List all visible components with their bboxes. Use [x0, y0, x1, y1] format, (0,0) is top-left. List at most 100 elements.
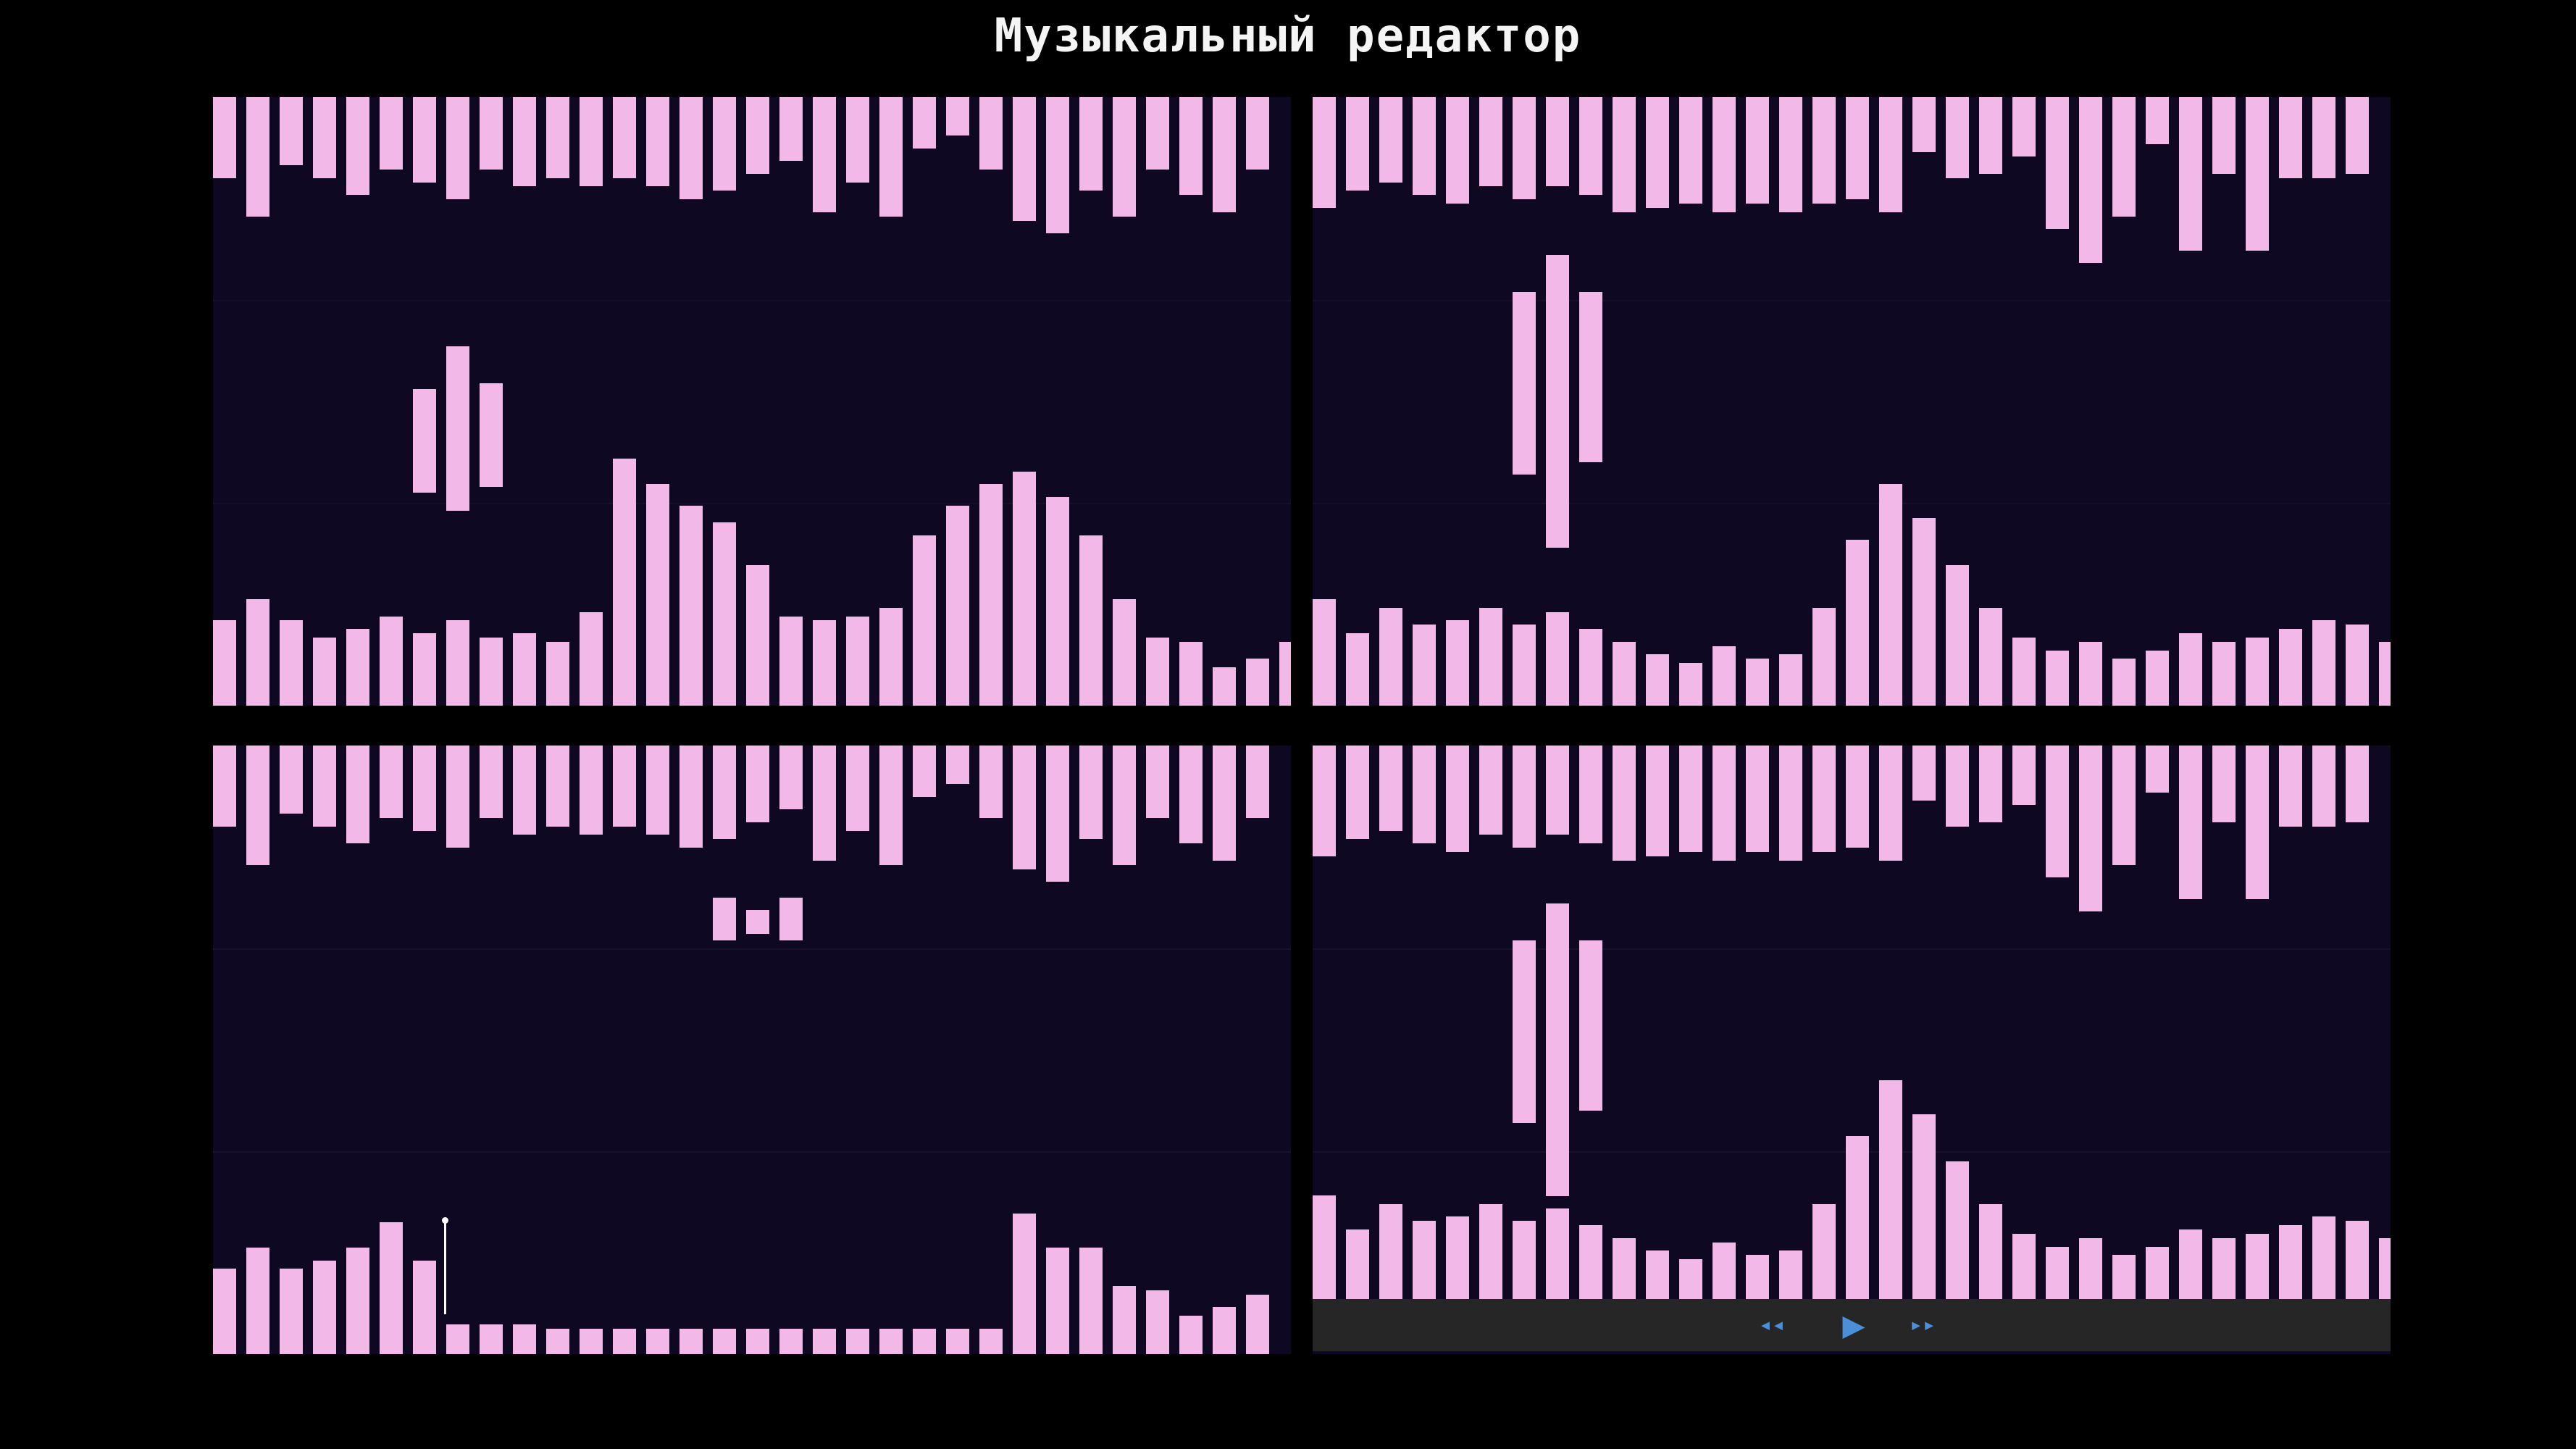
note-bar-mid[interactable]	[746, 909, 769, 935]
note-bar-top[interactable]	[1613, 746, 1636, 861]
note-bar-top[interactable]	[879, 97, 903, 217]
note-bar-top[interactable]	[1213, 97, 1236, 212]
note-bar-bottom[interactable]	[313, 1260, 336, 1354]
note-bar-bottom[interactable]	[1013, 1213, 1036, 1354]
note-bar-bottom[interactable]	[2246, 1233, 2269, 1302]
note-bar-top[interactable]	[2046, 97, 2069, 230]
note-bar-mid[interactable]	[413, 389, 436, 493]
note-bar-bottom[interactable]	[1313, 1195, 1336, 1302]
play-button[interactable]: ▶	[1828, 1305, 1879, 1345]
note-bar-top[interactable]	[2079, 97, 2102, 264]
note-bar-top[interactable]	[779, 746, 803, 810]
note-bar-top[interactable]	[1046, 97, 1069, 234]
note-bar-top[interactable]	[1646, 97, 1669, 208]
note-bar-top[interactable]	[913, 97, 936, 149]
note-bar-bottom[interactable]	[346, 629, 369, 706]
note-bar-top[interactable]	[546, 746, 569, 827]
note-bar-top[interactable]	[1346, 97, 1369, 191]
note-bar-top[interactable]	[1579, 746, 1602, 844]
note-bar-top[interactable]	[2346, 746, 2369, 822]
note-bar-top[interactable]	[2179, 746, 2202, 899]
note-bar-bottom[interactable]	[2179, 633, 2202, 706]
note-bar-top[interactable]	[313, 746, 336, 827]
note-bar-top[interactable]	[380, 746, 403, 818]
note-bar-top[interactable]	[1379, 746, 1402, 831]
note-bar-top[interactable]	[1213, 746, 1236, 861]
note-bar-bottom[interactable]	[1812, 1203, 1836, 1302]
note-bar-top[interactable]	[1146, 746, 1169, 818]
note-bar-bottom[interactable]	[746, 564, 769, 706]
note-bar-bottom[interactable]	[446, 1324, 469, 1354]
pattern-panel-1[interactable]	[213, 97, 1291, 706]
note-bar-top[interactable]	[1513, 746, 1536, 848]
note-bar-top[interactable]	[2312, 746, 2335, 827]
note-bar-top[interactable]	[979, 746, 1003, 818]
note-bar-bottom[interactable]	[1579, 629, 1602, 706]
note-bar-bottom[interactable]	[1513, 625, 1536, 706]
note-bar-top[interactable]	[946, 97, 969, 135]
note-bar-bottom[interactable]	[2079, 641, 2102, 706]
note-bar-bottom[interactable]	[679, 505, 703, 706]
note-bar-bottom[interactable]	[1746, 659, 1769, 706]
note-bar-bottom[interactable]	[546, 1328, 569, 1354]
note-bar-top[interactable]	[580, 97, 603, 187]
playhead-line[interactable]	[444, 1220, 446, 1314]
note-bar-bottom[interactable]	[380, 1222, 403, 1354]
note-bar-top[interactable]	[1079, 746, 1103, 840]
note-bar-bottom[interactable]	[1446, 620, 1469, 706]
note-bar-top[interactable]	[1812, 746, 1836, 852]
note-bar-top[interactable]	[246, 746, 269, 865]
note-bar-bottom[interactable]	[979, 1328, 1003, 1354]
note-bar-top[interactable]	[1912, 97, 1936, 153]
note-bar-mid[interactable]	[1513, 940, 1536, 1123]
note-bar-bottom[interactable]	[2046, 1246, 2069, 1302]
note-bar-bottom[interactable]	[1279, 641, 1291, 706]
note-bar-bottom[interactable]	[446, 620, 469, 706]
note-bar-mid[interactable]	[1546, 903, 1569, 1196]
note-bar-bottom[interactable]	[480, 637, 503, 706]
note-bar-top[interactable]	[246, 97, 269, 217]
note-bar-bottom[interactable]	[1513, 1221, 1536, 1302]
note-bar-bottom[interactable]	[1213, 667, 1236, 706]
note-bar-bottom[interactable]	[846, 616, 869, 706]
note-bar-top[interactable]	[1479, 97, 1502, 187]
pattern-panel-4[interactable]	[1313, 746, 2391, 1354]
note-bar-top[interactable]	[480, 746, 503, 818]
note-bar-top[interactable]	[1713, 746, 1736, 861]
note-bar-bottom[interactable]	[213, 1269, 236, 1354]
note-bar-top[interactable]	[2146, 97, 2169, 144]
note-bar-top[interactable]	[2146, 746, 2169, 793]
note-bar-bottom[interactable]	[280, 1269, 303, 1354]
note-bar-top[interactable]	[280, 97, 303, 166]
note-bar-bottom[interactable]	[546, 641, 569, 706]
note-bar-bottom[interactable]	[1746, 1255, 1769, 1302]
note-bar-bottom[interactable]	[1046, 496, 1069, 706]
note-bar-bottom[interactable]	[946, 505, 969, 706]
note-bar-bottom[interactable]	[480, 1324, 503, 1354]
note-bar-top[interactable]	[1413, 97, 1436, 196]
note-bar-bottom[interactable]	[2112, 1255, 2136, 1302]
note-bar-top[interactable]	[1779, 97, 1802, 212]
note-bar-bottom[interactable]	[2346, 625, 2369, 706]
note-bar-bottom[interactable]	[1713, 646, 1736, 706]
note-bar-top[interactable]	[1313, 97, 1336, 208]
note-bar-bottom[interactable]	[2212, 1237, 2236, 1302]
note-bar-top[interactable]	[1946, 97, 1969, 178]
note-bar-bottom[interactable]	[380, 616, 403, 706]
note-bar-top[interactable]	[2012, 746, 2036, 806]
note-bar-mid[interactable]	[713, 898, 736, 940]
note-bar-bottom[interactable]	[646, 484, 669, 706]
note-bar-top[interactable]	[846, 746, 869, 831]
note-bar-top[interactable]	[346, 746, 369, 844]
note-bar-top[interactable]	[813, 746, 836, 861]
note-bar-bottom[interactable]	[946, 1328, 969, 1354]
note-bar-top[interactable]	[513, 746, 536, 835]
note-bar-top[interactable]	[213, 746, 236, 827]
note-bar-bottom[interactable]	[2012, 1233, 2036, 1302]
note-bar-top[interactable]	[313, 97, 336, 178]
note-bar-bottom[interactable]	[1179, 1316, 1203, 1354]
note-bar-bottom[interactable]	[1912, 1114, 1936, 1302]
note-bar-bottom[interactable]	[746, 1328, 769, 1354]
note-bar-top[interactable]	[2112, 97, 2136, 217]
note-bar-bottom[interactable]	[1079, 535, 1103, 706]
